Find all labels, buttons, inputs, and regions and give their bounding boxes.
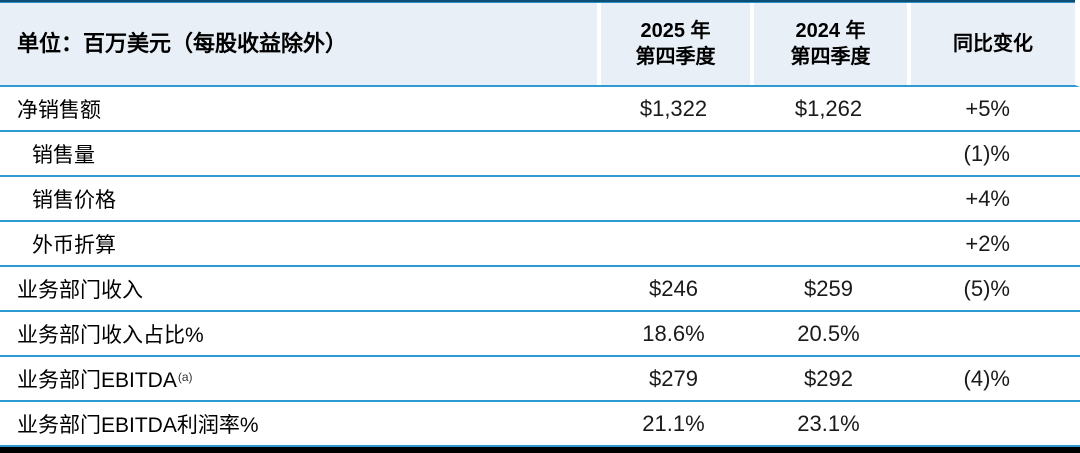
value-q4-2024: $292 xyxy=(804,365,853,391)
value-yoy xyxy=(907,312,1080,355)
row-label: 业务部门收入占比% xyxy=(17,323,204,347)
row-label: 业务部门EBITDA (a) xyxy=(0,357,597,400)
value-q4-2025: $279 xyxy=(649,365,698,391)
table-row-sales-price: 销售价格 +4% xyxy=(0,177,1080,222)
column-header-yoy-change: 同比变化 xyxy=(907,3,1075,85)
value-q4-2024: $259 xyxy=(804,275,853,301)
value-yoy: (1)% xyxy=(963,140,1010,166)
value-q4-2024: 23.1% xyxy=(797,410,860,436)
column-header-q4-2025-line2: 第四季度 xyxy=(635,46,716,68)
unit-label: 单位：百万美元（每股收益除外） xyxy=(17,31,348,56)
column-header-q4-2024: 2024 年 第四季度 xyxy=(750,3,907,85)
row-label: 净销售额 xyxy=(17,98,101,122)
value-q4-2024: 20.5% xyxy=(797,320,860,346)
column-header-q4-2025-line1: 2025 年 xyxy=(640,20,711,42)
row-label-text: 业务部门EBITDA xyxy=(17,368,177,392)
table-bottom-bar xyxy=(0,447,1080,453)
table-row-segment-ebitda-margin: 业务部门EBITDA利润率% 21.1% 23.1% xyxy=(0,402,1080,447)
value-q4-2025: $246 xyxy=(649,275,698,301)
value-q4-2025: $1,322 xyxy=(639,95,708,121)
footnote-marker: (a) xyxy=(177,369,193,384)
value-yoy xyxy=(907,402,1080,445)
value-yoy: (4)% xyxy=(963,365,1010,391)
table-row-segment-ebitda: 业务部门EBITDA (a) $279 $292 (4)% xyxy=(0,357,1080,402)
row-label: 业务部门EBITDA利润率% xyxy=(17,413,259,437)
value-q4-2024 xyxy=(750,222,907,265)
value-q4-2025 xyxy=(597,222,750,265)
value-yoy: +5% xyxy=(965,95,1010,121)
table-row-currency-translation: 外币折算 +2% xyxy=(0,222,1080,267)
value-q4-2025: 21.1% xyxy=(642,410,705,436)
value-q4-2025 xyxy=(597,132,750,175)
column-header-q4-2024-line2: 第四季度 xyxy=(790,46,871,68)
row-label: 销售价格 xyxy=(32,188,116,212)
column-header-q4-2024-line1: 2024 年 xyxy=(795,20,866,42)
table-row-sales-volume: 销售量 (1)% xyxy=(0,132,1080,177)
row-label: 业务部门收入 xyxy=(17,278,143,302)
row-label: 外币折算 xyxy=(32,233,116,257)
table-top-border xyxy=(0,0,1075,3)
value-yoy: (5)% xyxy=(963,275,1010,301)
column-header-q4-2025: 2025 年 第四季度 xyxy=(597,3,750,85)
table-row-segment-income-percent: 业务部门收入占比% 18.6% 20.5% xyxy=(0,312,1080,357)
value-yoy: +2% xyxy=(965,230,1010,256)
column-header-yoy-label: 同比变化 xyxy=(953,33,1033,55)
table-header-row: 单位：百万美元（每股收益除外） 2025 年 第四季度 2024 年 第四季度 … xyxy=(0,3,1080,87)
value-q4-2024 xyxy=(750,177,907,220)
table-row-segment-income: 业务部门收入 $246 $259 (5)% xyxy=(0,267,1080,312)
value-q4-2025: 18.6% xyxy=(642,320,705,346)
table-row-net-sales: 净销售额 $1,322 $1,262 +5% xyxy=(0,87,1080,132)
value-q4-2024 xyxy=(750,132,907,175)
value-q4-2025 xyxy=(597,177,750,220)
row-label: 销售量 xyxy=(32,143,95,167)
value-yoy: +4% xyxy=(965,185,1010,211)
value-q4-2024: $1,262 xyxy=(794,95,863,121)
